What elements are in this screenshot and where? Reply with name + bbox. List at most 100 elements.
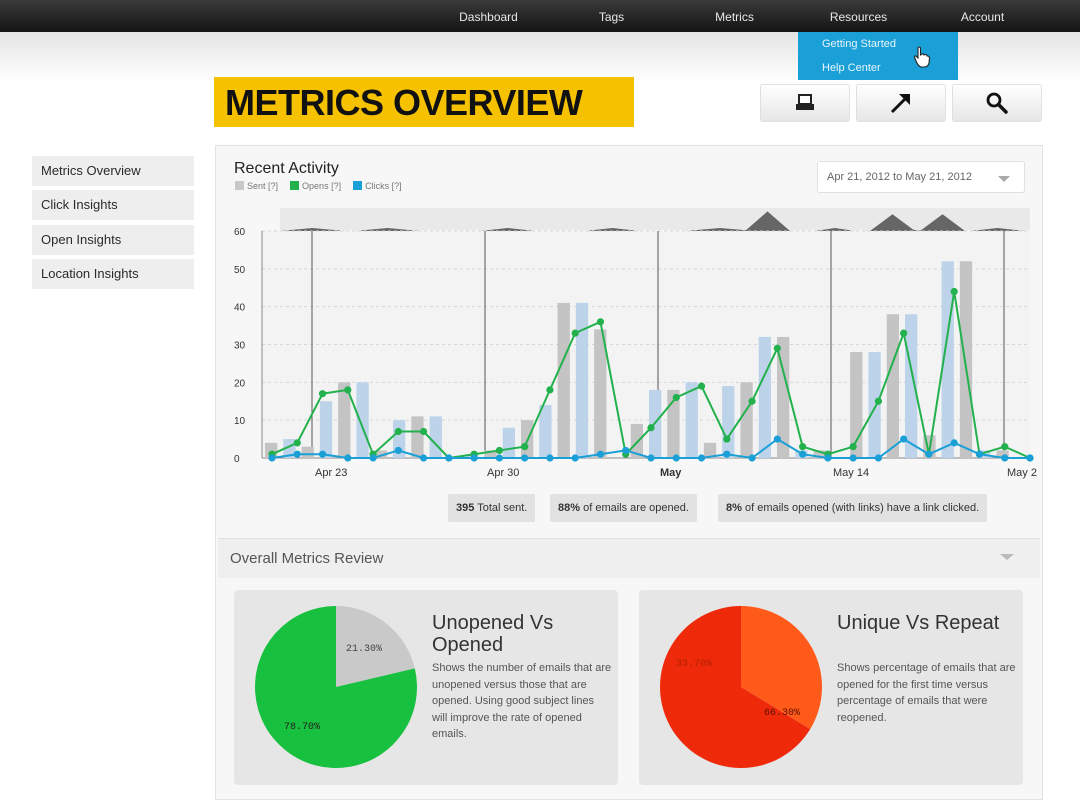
clicks-point (1001, 454, 1009, 462)
card-title: Unopened Vs Opened (432, 612, 554, 656)
sidebar-item-metrics-overview[interactable]: Metrics Overview (32, 156, 194, 186)
pie-slice-label: 33.70% (676, 659, 712, 670)
resources-dropdown: Getting Started Help Center (798, 32, 958, 80)
sent-bar (429, 416, 442, 458)
dropdown-help-center[interactable]: Help Center (822, 62, 881, 74)
sent-bar (703, 442, 717, 458)
clicks-point (824, 454, 832, 462)
nav-dashboard[interactable]: Dashboard (459, 10, 518, 24)
sent-bar (356, 382, 369, 458)
dropdown-getting-started[interactable]: Getting Started (822, 38, 896, 50)
clicks-point (268, 454, 276, 462)
stat-total-sent: 395 Total sent. (448, 494, 536, 522)
pie-slice (660, 606, 811, 768)
pie-slice-label: 21.30% (346, 644, 382, 655)
sent-bar (283, 439, 296, 458)
sent-bar (722, 386, 735, 458)
sent-bar (539, 405, 552, 458)
opens-point (1001, 443, 1009, 451)
opens-point (748, 397, 756, 405)
search-icon (986, 92, 1008, 114)
stat-opened: 88% of emails are opened. (550, 494, 697, 522)
y-tick-label: 50 (234, 265, 246, 276)
clicks-point (874, 454, 883, 462)
sent-bar (850, 352, 863, 458)
clicks-point (975, 450, 984, 458)
pie-slice-label: 66.30% (764, 708, 800, 719)
chart-legend: Sent [?] Opens [?] Clicks [?] (235, 181, 402, 191)
overall-metrics-review-header[interactable]: Overall Metrics Review (218, 538, 1040, 578)
print-button[interactable] (760, 84, 850, 122)
clicks-point (571, 454, 579, 462)
sidebar-item-open-insights[interactable]: Open Insights (32, 225, 194, 255)
chevron-down-icon (1000, 554, 1014, 560)
y-tick-label: 30 (234, 341, 246, 352)
y-tick-label: 40 (234, 303, 246, 314)
overview-peak (920, 214, 965, 231)
clicks-point (596, 450, 605, 458)
opens-point (799, 443, 807, 451)
sent-bar (374, 450, 387, 458)
sent-bar (301, 446, 314, 458)
hand-cursor-icon (913, 46, 931, 68)
sidebar-item-location-insights[interactable]: Location Insights (32, 259, 194, 289)
sent-bar (630, 423, 643, 458)
clicks-point (925, 450, 933, 458)
export-button[interactable] (856, 84, 946, 122)
legend-item-opens[interactable]: Opens [?] (290, 181, 341, 191)
sent-bar (411, 416, 424, 458)
clicks-point (293, 450, 301, 458)
print-icon (796, 94, 814, 110)
x-tick-label: Apr 23 (315, 467, 347, 479)
overview-peak (745, 211, 790, 231)
clicks-point (900, 435, 908, 443)
sidebar-item-click-insights[interactable]: Click Insights (32, 190, 194, 220)
opens-point (571, 329, 579, 337)
opens-point (318, 390, 327, 398)
opens-point (672, 393, 680, 402)
legend-swatch-opens (290, 181, 300, 190)
sent-bar (685, 382, 698, 458)
opens-point (950, 287, 958, 296)
date-range-select[interactable]: Apr 21, 2012 to May 21, 2012 (817, 161, 1025, 193)
x-tick-label: May (660, 467, 682, 479)
stat-clicked: 8% of emails opened (with links) have a … (718, 494, 988, 522)
opens-point (773, 344, 781, 352)
overview-peak (870, 214, 915, 231)
clicks-point (495, 454, 503, 462)
x-tick-label: May 2 (1007, 467, 1037, 479)
opens-point (723, 435, 731, 443)
clicks-point (672, 454, 680, 462)
unique-vs-repeat-card: 33.70% 66.30% Unique Vs Repeat Shows perc… (639, 590, 1023, 785)
y-tick-label: 20 (234, 378, 246, 389)
nav-metrics[interactable]: Metrics (715, 10, 754, 24)
clicks-point (799, 450, 807, 458)
overview-hump (585, 228, 640, 231)
card-title: Unique Vs Repeat (837, 612, 1000, 634)
sent-bar (758, 336, 771, 458)
clicks-point (1026, 454, 1034, 462)
legend-item-clicks[interactable]: Clicks [?] (353, 181, 402, 191)
overview-hump (685, 228, 755, 231)
opens-point (874, 397, 883, 405)
review-label: Overall Metrics Review (230, 550, 384, 567)
nav-tags[interactable]: Tags (598, 10, 625, 24)
recent-activity-heading: Recent Activity (234, 160, 339, 177)
clicks-point (394, 446, 402, 455)
sent-bar (575, 302, 589, 458)
sent-bar (557, 302, 570, 458)
nav-account[interactable]: Account (960, 10, 1005, 24)
opens-point (394, 427, 402, 436)
legend-item-sent[interactable]: Sent [?] (235, 181, 278, 191)
unopened-vs-opened-pie: 21.30% 78.70% (255, 606, 417, 768)
opens-point (849, 443, 857, 451)
search-button[interactable] (952, 84, 1042, 122)
sent-bar (813, 450, 826, 458)
overview-strip (280, 208, 1030, 230)
opens-point (596, 318, 605, 326)
overview-hump (815, 228, 855, 231)
opens-point (344, 386, 352, 394)
sent-bar (959, 261, 973, 458)
overview-hump (355, 228, 420, 231)
nav-resources[interactable]: Resources (829, 10, 888, 24)
